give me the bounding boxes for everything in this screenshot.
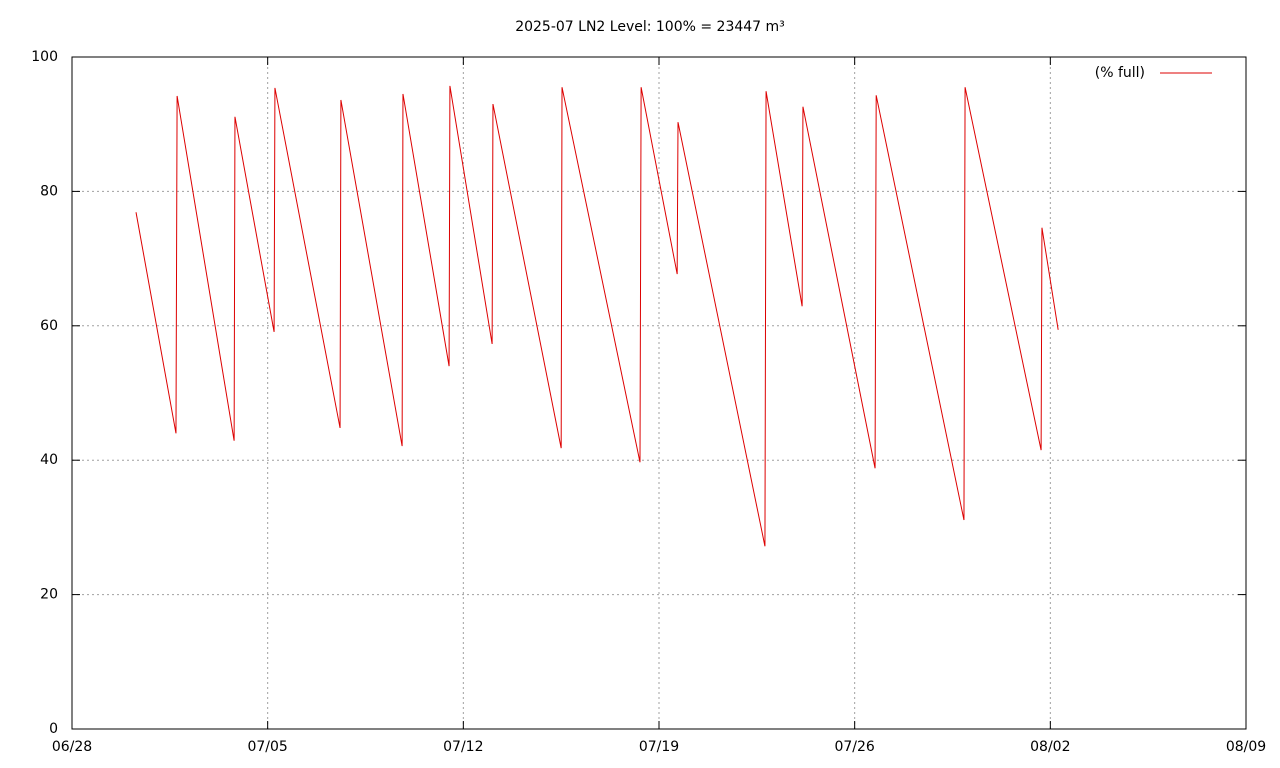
y-tick-label: 40 (40, 452, 58, 468)
y-tick-label: 100 (31, 49, 58, 65)
chart-title: 2025-07 LN2 Level: 100% = 23447 m³ (515, 19, 785, 35)
data-line (135, 85, 1059, 547)
x-tick-label: 07/12 (443, 739, 483, 755)
x-tick-label: 07/19 (639, 739, 679, 755)
plot-frame (71, 56, 1247, 730)
y-tick-label: 80 (40, 183, 58, 199)
y-tick-label: 0 (49, 721, 58, 737)
y-tick-label: 20 (40, 587, 58, 603)
x-tick-label: 07/26 (834, 739, 874, 755)
x-tick-label: 06/28 (52, 739, 92, 755)
x-tick-label: 08/09 (1226, 739, 1266, 755)
y-tick-label: 60 (40, 318, 58, 334)
legend-label: (% full) (1095, 65, 1145, 81)
x-tick-label: 07/05 (247, 739, 287, 755)
x-tick-label: 08/02 (1030, 739, 1070, 755)
